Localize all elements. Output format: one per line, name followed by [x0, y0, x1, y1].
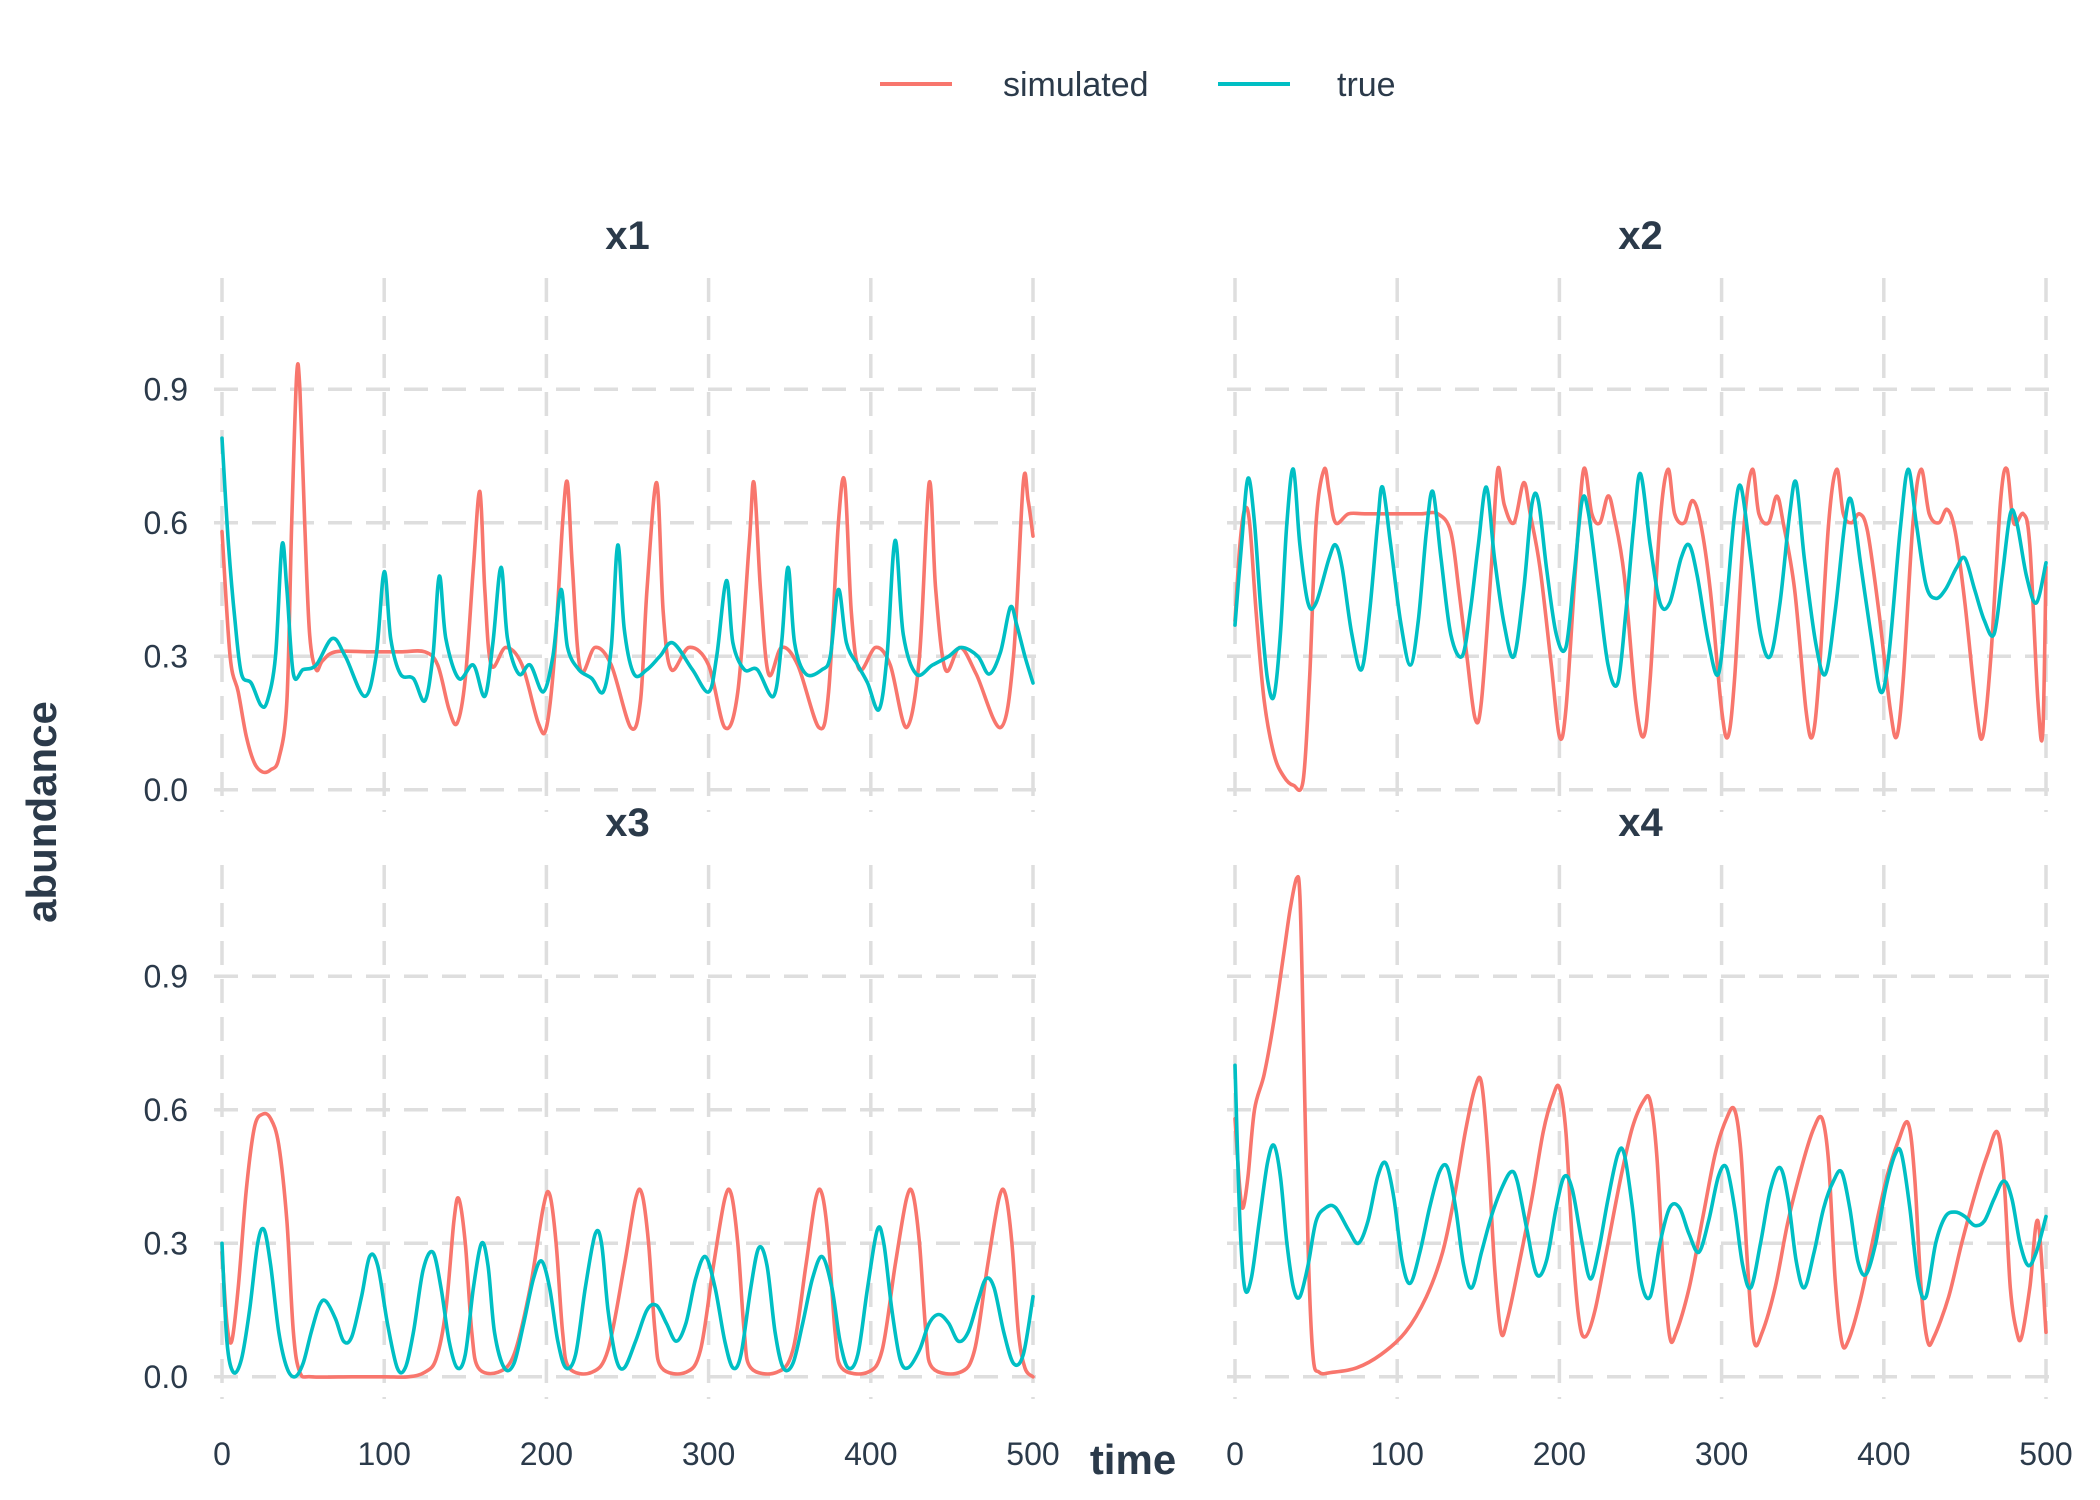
x-tick-label: 500 [2019, 1436, 2072, 1472]
x-tick-label: 100 [358, 1436, 411, 1472]
legend-label-simulated: simulated [1003, 66, 1149, 104]
x-tick-label: 300 [1695, 1436, 1748, 1472]
y-tick-label: 0.9 [144, 958, 188, 994]
series-line-true-x4 [1233, 1063, 2048, 1301]
x-tick-label: 400 [844, 1436, 897, 1472]
panel-x4: x4 0 100 200 300 400 500 [1226, 801, 2073, 1472]
x-tick-label: 100 [1371, 1436, 1424, 1472]
series-line-simulated-x3 [220, 1111, 1035, 1379]
x-tick-label: 500 [1006, 1436, 1059, 1472]
y-tick-label: 0.6 [144, 505, 188, 541]
x-tick-label: 200 [1533, 1436, 1586, 1472]
y-tick-label: 0.9 [144, 371, 188, 407]
y-tick-label: 0.3 [144, 1225, 188, 1261]
panel-x1: x1 0.0 0.3 0.6 0.9 [144, 214, 1041, 812]
x-tick-label: 0 [1226, 1436, 1244, 1472]
panel-title-x1: x1 [605, 214, 650, 258]
legend: simulated true [880, 66, 1396, 104]
series-line-true-x3 [220, 1225, 1035, 1379]
y-axis-title: abundance [18, 701, 65, 923]
x-tick-label: 300 [682, 1436, 735, 1472]
panel-x2: x2 [1227, 214, 2054, 812]
series-line-simulated-x4 [1233, 874, 2048, 1376]
y-tick-label: 0.0 [144, 1359, 188, 1395]
facet-panels: x1 0.0 0.3 0.6 0.9 x2 x3 0.0 0.3 0.6 0.9 0 100 200 300… [144, 214, 2073, 1472]
legend-label-true: true [1337, 66, 1396, 104]
panel-grid [214, 278, 1041, 812]
y-tick-label: 0.6 [144, 1092, 188, 1128]
y-tick-label: 0.0 [144, 772, 188, 808]
y-tick-label: 0.3 [144, 638, 188, 674]
panel-grid [1227, 865, 2054, 1399]
panel-title-x3: x3 [605, 801, 650, 845]
series-line-true-x2 [1233, 467, 2048, 701]
panel-x3: x3 0.0 0.3 0.6 0.9 0 100 200 300 400 500 [144, 801, 1060, 1472]
x-axis-title: time [1090, 1436, 1176, 1483]
series-line-simulated-x1 [220, 362, 1035, 775]
x-tick-label: 0 [213, 1436, 231, 1472]
panel-title-x4: x4 [1618, 801, 1663, 845]
x-tick-label: 200 [520, 1436, 573, 1472]
x-tick-label: 400 [1857, 1436, 1910, 1472]
panel-grid [214, 865, 1041, 1399]
series-line-true-x1 [220, 436, 1035, 712]
series-line-simulated-x2 [1233, 465, 2048, 793]
panel-title-x2: x2 [1618, 214, 1663, 258]
